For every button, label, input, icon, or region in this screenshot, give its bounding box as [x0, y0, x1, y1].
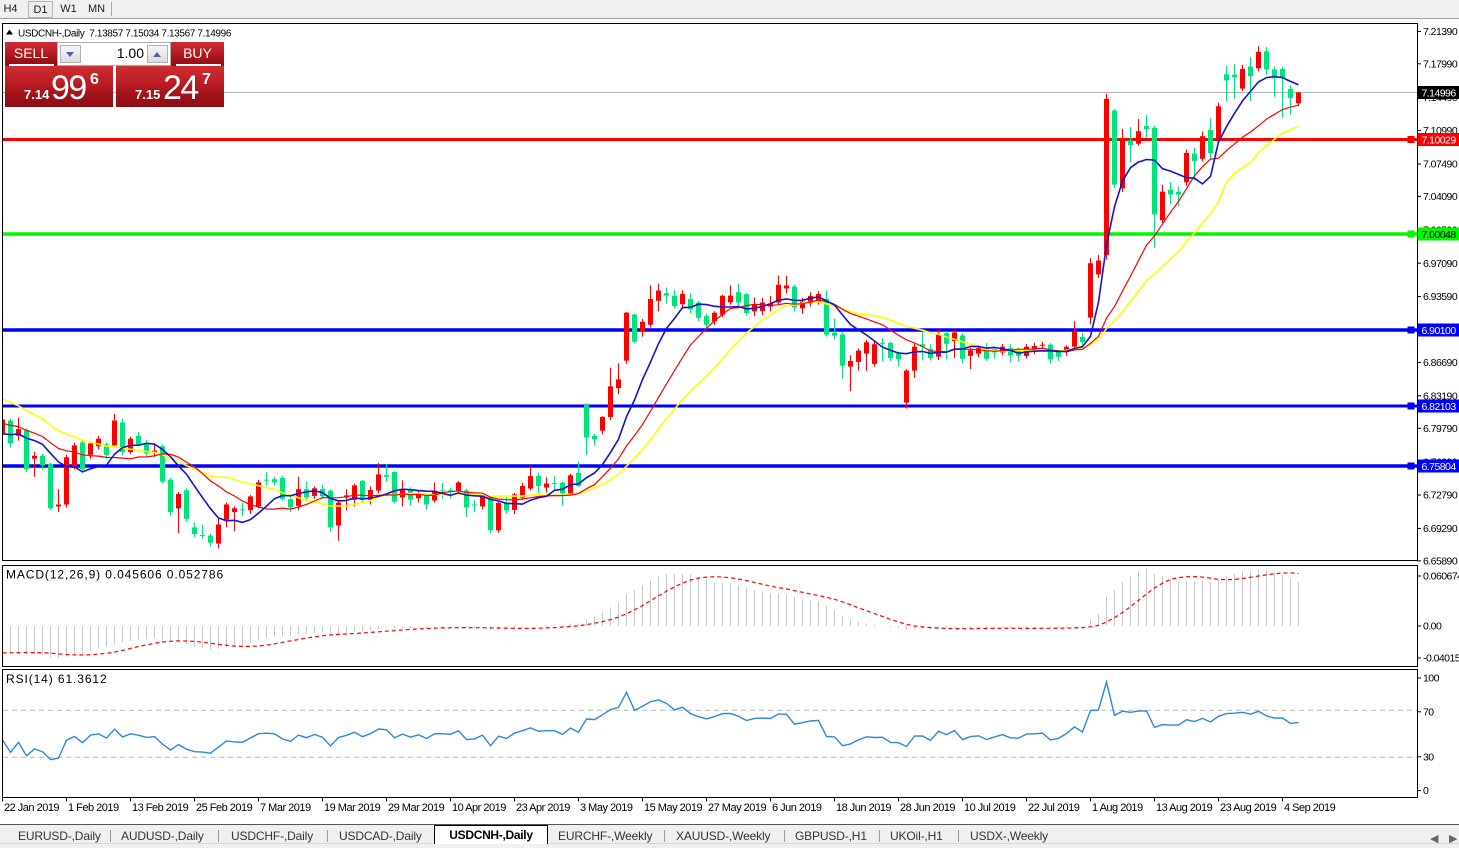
svg-text:29 Mar 2019: 29 Mar 2019 [388, 802, 445, 814]
svg-text:7.21390: 7.21390 [1423, 26, 1458, 38]
svg-text:6.83190: 6.83190 [1423, 390, 1458, 402]
svg-text:7.00048: 7.00048 [1422, 229, 1457, 241]
svg-text:100: 100 [1423, 673, 1440, 685]
svg-text:1 Aug 2019: 1 Aug 2019 [1092, 802, 1143, 814]
svg-text:7.17990: 7.17990 [1423, 58, 1458, 70]
svg-text:7 Mar 2019: 7 Mar 2019 [260, 802, 311, 814]
svg-text:RSI(14) 61.3612: RSI(14) 61.3612 [6, 672, 108, 686]
svg-text:0.060674: 0.060674 [1423, 571, 1459, 583]
svg-text:6.75804: 6.75804 [1422, 461, 1457, 473]
svg-text:18 Jun 2019: 18 Jun 2019 [836, 802, 891, 814]
svg-text:70: 70 [1423, 706, 1434, 718]
svg-text:0.00: 0.00 [1423, 621, 1442, 633]
svg-text:7.07490: 7.07490 [1423, 159, 1458, 171]
svg-text:19 Mar 2019: 19 Mar 2019 [324, 802, 381, 814]
svg-text:6.82103: 6.82103 [1422, 401, 1457, 413]
svg-text:6.93590: 6.93590 [1423, 291, 1458, 303]
svg-text:6.72790: 6.72790 [1423, 490, 1458, 502]
svg-text:1 Feb 2019: 1 Feb 2019 [68, 802, 119, 814]
svg-text:22 Jan 2019: 22 Jan 2019 [4, 802, 59, 814]
svg-text:23 Apr 2019: 23 Apr 2019 [516, 802, 570, 814]
svg-text:7.10029: 7.10029 [1422, 134, 1457, 146]
svg-text:13 Aug 2019: 13 Aug 2019 [1156, 802, 1213, 814]
svg-text:6.65890: 6.65890 [1423, 556, 1458, 568]
svg-text:-0.040152: -0.040152 [1423, 653, 1459, 665]
svg-text:10 Apr 2019: 10 Apr 2019 [452, 802, 506, 814]
svg-text:30: 30 [1423, 751, 1434, 763]
svg-text:USDCNH-,Daily 7.13857 7.15034: USDCNH-,Daily 7.13857 7.15034 7.13567 7.… [18, 29, 232, 40]
svg-text:6.79790: 6.79790 [1423, 423, 1458, 435]
svg-text:0: 0 [1423, 785, 1429, 797]
svg-text:7.04090: 7.04090 [1423, 191, 1458, 203]
svg-text:13 Feb 2019: 13 Feb 2019 [132, 802, 189, 814]
svg-text:7.14996: 7.14996 [1422, 87, 1457, 99]
svg-text:22 Jul 2019: 22 Jul 2019 [1028, 802, 1080, 814]
svg-text:6.86690: 6.86690 [1423, 357, 1458, 369]
svg-text:15 May 2019: 15 May 2019 [644, 802, 702, 814]
svg-text:4 Sep 2019: 4 Sep 2019 [1284, 802, 1336, 814]
svg-text:6.97090: 6.97090 [1423, 258, 1458, 270]
svg-text:27 May 2019: 27 May 2019 [708, 802, 766, 814]
svg-text:6 Jun 2019: 6 Jun 2019 [772, 802, 822, 814]
svg-text:10 Jul 2019: 10 Jul 2019 [964, 802, 1016, 814]
svg-text:25 Feb 2019: 25 Feb 2019 [196, 802, 253, 814]
svg-text:6.90100: 6.90100 [1422, 325, 1457, 337]
svg-text:3 May 2019: 3 May 2019 [580, 802, 633, 814]
svg-text:MACD(12,26,9) 0.045606 0.05278: MACD(12,26,9) 0.045606 0.052786 [6, 568, 224, 582]
svg-text:6.69290: 6.69290 [1423, 523, 1458, 535]
svg-text:23 Aug 2019: 23 Aug 2019 [1220, 802, 1277, 814]
svg-text:28 Jun 2019: 28 Jun 2019 [900, 802, 955, 814]
